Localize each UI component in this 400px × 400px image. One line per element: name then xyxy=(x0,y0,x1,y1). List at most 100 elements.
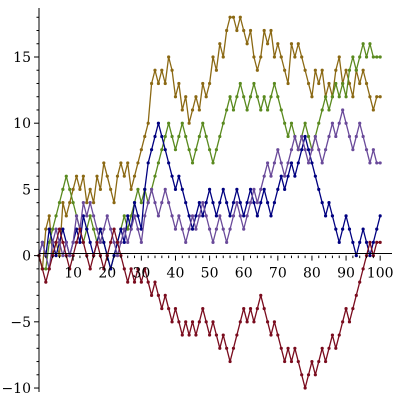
series-4-point xyxy=(194,227,198,231)
x-tick-label: 20 xyxy=(98,266,116,282)
series-2-point xyxy=(225,108,229,112)
series-4-point xyxy=(231,214,236,218)
series-1-point xyxy=(184,95,188,99)
series-5-point xyxy=(44,280,48,284)
series-1-point xyxy=(211,55,215,59)
series-4-point xyxy=(248,201,253,205)
series-3-point xyxy=(265,201,270,205)
series-4-point xyxy=(221,227,225,231)
series-4-point xyxy=(235,201,239,205)
series-4-point xyxy=(378,161,382,165)
series-1-point xyxy=(225,28,229,33)
series-2-point xyxy=(136,187,140,192)
series-1-point xyxy=(306,81,311,86)
series-2-point xyxy=(47,240,51,244)
series-4-point xyxy=(156,214,161,218)
series-4-point xyxy=(190,214,195,218)
series-5-point xyxy=(163,293,167,297)
series-1-point xyxy=(214,68,219,72)
series-5-point xyxy=(337,333,341,337)
series-2-point xyxy=(211,161,215,165)
series-4-point xyxy=(64,240,68,244)
x-tick-label: 90 xyxy=(337,266,355,282)
series-3-point xyxy=(238,201,242,205)
series-3-point xyxy=(109,267,113,271)
series-1-point xyxy=(170,68,174,72)
series-4-point xyxy=(187,227,191,231)
series-3-point xyxy=(132,201,137,205)
series-5-point xyxy=(74,240,79,244)
series-4-point xyxy=(371,148,375,152)
series-1-point xyxy=(71,187,75,192)
series-2-point xyxy=(248,95,253,99)
y-tick-label: 10 xyxy=(13,116,31,132)
series-4-point xyxy=(341,108,345,112)
series-4-point xyxy=(167,201,171,205)
series-5-point xyxy=(214,333,219,337)
series-3-point xyxy=(228,214,232,218)
y-tick-label: 5 xyxy=(22,182,31,198)
series-1-point xyxy=(218,42,222,46)
series-4-point xyxy=(143,214,147,218)
series-1-point xyxy=(105,174,109,178)
series-4-point xyxy=(317,148,321,152)
series-1-point xyxy=(132,174,137,178)
series-5-point xyxy=(132,280,137,284)
series-1-point xyxy=(252,55,256,59)
series-2-point xyxy=(207,148,212,152)
series-3-point xyxy=(197,201,201,205)
series-5-point xyxy=(313,373,317,377)
series-3-point xyxy=(126,214,130,218)
label-layer: 10 20 30 40 50 60 70 80 90 100 −10 −5 0 5 10 15 xyxy=(1,50,393,397)
axis-layer xyxy=(38,8,392,392)
series-2-point xyxy=(187,148,191,152)
series-2-point xyxy=(344,95,348,99)
series-4-point xyxy=(112,240,116,244)
series-3-point xyxy=(289,161,294,165)
series-4-point xyxy=(334,134,338,139)
series-2-point xyxy=(180,121,184,125)
series-5-point xyxy=(68,267,72,271)
series-5-point xyxy=(180,333,184,337)
series-4-point xyxy=(40,240,45,244)
series-4-point xyxy=(119,240,123,244)
series-5-point xyxy=(378,240,382,244)
series-4-point xyxy=(177,214,181,218)
series-4-point xyxy=(306,161,311,165)
series-5-point xyxy=(293,346,297,350)
series-3-point xyxy=(149,148,154,152)
series-5-point xyxy=(286,346,290,350)
series-3-point xyxy=(85,227,89,231)
series-4-point xyxy=(98,240,103,244)
series-1-point xyxy=(296,42,300,46)
series-1-point xyxy=(286,81,290,86)
series-5-point xyxy=(310,359,314,364)
series-3-point xyxy=(225,201,229,205)
series-4 xyxy=(37,108,382,271)
series-5-point xyxy=(211,320,215,324)
series-3-point xyxy=(303,134,307,139)
series-1 xyxy=(37,15,382,271)
series-1-point xyxy=(201,81,205,86)
series-1-point xyxy=(364,81,369,86)
series-5-point xyxy=(88,267,92,271)
series-4-point xyxy=(180,227,184,231)
x-tick-label: 80 xyxy=(303,266,321,282)
series-2-point xyxy=(61,187,65,192)
series-1-point xyxy=(126,161,130,165)
series-5-point xyxy=(139,280,143,284)
series-3-point xyxy=(344,214,348,218)
series-1-point xyxy=(146,121,150,125)
series-3-point xyxy=(341,227,345,231)
series-5-point xyxy=(347,320,352,324)
series-4-point xyxy=(153,201,157,205)
series-5-point xyxy=(221,333,225,337)
series-2-point xyxy=(317,121,321,125)
series-3-point xyxy=(214,214,219,218)
series-1-point xyxy=(163,81,167,86)
series-3-point xyxy=(119,227,123,231)
series-3-point xyxy=(347,227,352,231)
series-4-point xyxy=(225,240,229,244)
series-4-point xyxy=(160,201,164,205)
series-3-point xyxy=(337,240,341,244)
